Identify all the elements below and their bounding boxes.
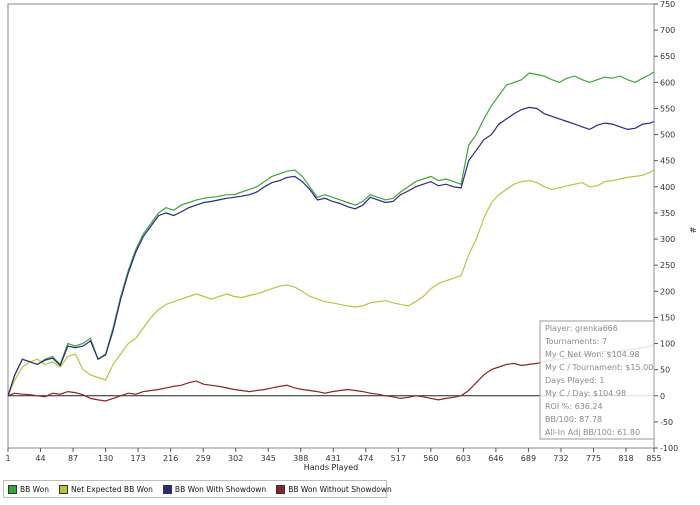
y-tick-label: 600 [660, 78, 675, 87]
series-line-net-expected-bb-won [7, 169, 655, 397]
legend-swatch [276, 484, 286, 494]
y-tick-label: 300 [660, 235, 675, 244]
x-tick-label: 732 [553, 454, 568, 463]
x-tick-label: 646 [488, 454, 503, 463]
x-tick-label: 775 [586, 454, 601, 463]
info-player: Player: grenka666 [545, 324, 618, 333]
x-tick-label: 855 [646, 454, 661, 463]
series-line-bb-won-with-showdown [7, 106, 655, 396]
x-tick-label: 431 [326, 454, 341, 463]
info-bb100: BB/100: 87.78 [545, 415, 602, 424]
y-tick-label: 650 [660, 52, 675, 61]
y-tick-label: 200 [660, 287, 675, 296]
chart: 7507006506005505004504003503002502001501… [5, 0, 697, 472]
x-tick-label: 689 [521, 454, 536, 463]
info-box: Player: grenka666 Tournaments: 7 My C Ne… [539, 320, 655, 440]
y-tick-label: -100 [660, 444, 678, 453]
info-allin-bb100: All-In Adj BB/100: 61.80 [545, 428, 640, 437]
y-tick-label: 0 [660, 392, 665, 401]
y-tick-label: 100 [660, 340, 675, 349]
x-tick-label: 173 [130, 454, 145, 463]
y-tick-label: 450 [660, 157, 675, 166]
x-tick-label: 302 [228, 454, 243, 463]
legend-item-bb-won[interactable]: BB Won [8, 484, 49, 494]
x-tick-label: 603 [456, 454, 471, 463]
y-tick-label: 700 [660, 26, 675, 35]
y-tick-label: 500 [660, 131, 675, 140]
series-line-bb-won [7, 71, 655, 396]
legend: BB Won Net Expected BB Won BB Won With S… [3, 480, 392, 498]
info-tournaments: Tournaments: 7 [544, 337, 607, 346]
x-tick-label: 259 [196, 454, 211, 463]
y-tick-label: 50 [660, 366, 670, 375]
legend-item-net-expected[interactable]: Net Expected BB Won [59, 484, 153, 494]
y-tick-label: 350 [660, 209, 675, 218]
y-axis-title: # [688, 227, 697, 234]
x-tick-label: 130 [98, 454, 113, 463]
y-tick-label: 550 [660, 104, 675, 113]
x-axis-ticks: 1 44 87 130 173 216 259 302 345 388 431 474 517 560 60… [5, 448, 662, 463]
x-tick-label: 560 [423, 454, 438, 463]
x-tick-label: 474 [358, 454, 373, 463]
info-per-day: My C / Day: $104.98 [545, 389, 626, 398]
legend-swatch [162, 484, 172, 494]
y-tick-label: 400 [660, 183, 675, 192]
legend-label: BB Won With Showdown [174, 484, 267, 494]
legend-label: Net Expected BB Won [71, 484, 153, 494]
x-tick-label: 818 [618, 454, 633, 463]
y-tick-label: 750 [660, 0, 675, 9]
legend-swatch [8, 484, 17, 494]
x-axis-title: Hands Played [304, 463, 358, 472]
info-net-won: My C Net Won: $104.98 [545, 350, 640, 359]
x-tick-label: 87 [68, 454, 78, 463]
legend-label: BB Won [20, 484, 49, 494]
x-tick-label: 1 [5, 454, 10, 463]
x-tick-label: 517 [391, 454, 406, 463]
x-tick-label: 345 [261, 454, 276, 463]
y-tick-label: 250 [660, 261, 675, 270]
y-axis-ticks: 7507006506005505004504003503002502001501… [654, 0, 678, 453]
info-roi: ROI %: 636.24 [545, 402, 603, 411]
legend-item-without-showdown[interactable]: BB Won Without Showdown [276, 484, 392, 494]
legend-item-with-showdown[interactable]: BB Won With Showdown [162, 484, 267, 494]
info-per-tournament: My C / Tournament: $15.00 [545, 363, 653, 372]
x-tick-label: 44 [35, 454, 45, 463]
x-tick-label: 388 [293, 454, 308, 463]
y-tick-label: 150 [660, 313, 675, 322]
info-days-played: Days Played: 1 [545, 376, 605, 385]
y-tick-label: -50 [660, 418, 673, 427]
legend-label: BB Won Without Showdown [288, 484, 392, 494]
x-tick-label: 216 [163, 454, 178, 463]
legend-swatch [59, 484, 68, 494]
